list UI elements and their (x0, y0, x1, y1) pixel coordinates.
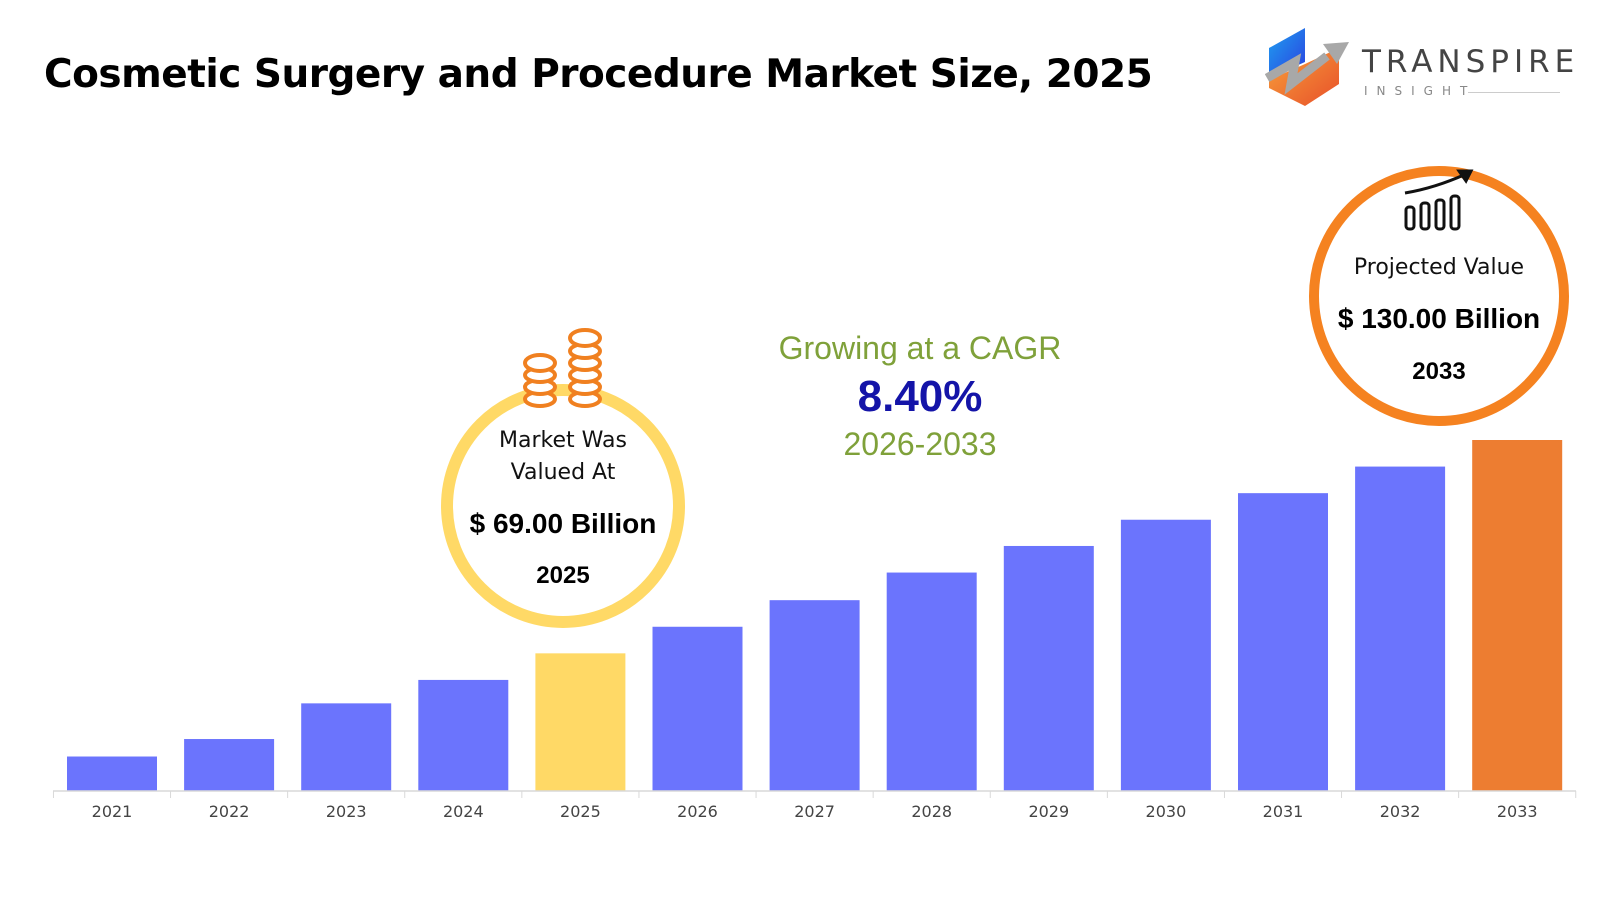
bar-2032 (1355, 466, 1446, 791)
cagr-period: 2026-2033 (843, 426, 997, 462)
x-tick-label: 2024 (443, 802, 484, 821)
x-tick-label: 2025 (560, 802, 601, 821)
projected-callout-label: Projected Value (1353, 255, 1525, 280)
x-tick-label: 2028 (911, 802, 952, 821)
current-value-ring (441, 384, 685, 628)
bar-2028 (886, 572, 977, 791)
logo-divider (1468, 92, 1560, 93)
projected-callout-value: $ 130.00 Billion (1337, 303, 1541, 334)
bar-2027 (769, 600, 860, 791)
bar-2023 (301, 703, 392, 791)
bar-2029 (1003, 545, 1094, 791)
x-tick-label: 2023 (326, 802, 367, 821)
x-tick-label: 2029 (1028, 802, 1069, 821)
x-tick-label: 2031 (1263, 802, 1304, 821)
bar-2025 (535, 653, 626, 791)
x-tick-label: 2033 (1497, 802, 1538, 821)
bar-2033 (1472, 440, 1563, 791)
x-tick-label: 2032 (1380, 802, 1421, 821)
bar-2021 (67, 756, 157, 791)
bar-2031 (1238, 493, 1328, 791)
current-callout-value: $ 69.00 Billion (469, 508, 657, 539)
bar-2024 (418, 679, 509, 791)
page-title: Cosmetic Surgery and Procedure Market Si… (44, 52, 1153, 97)
x-tick-label: 2022 (209, 802, 250, 821)
bar-2030 (1120, 519, 1211, 791)
cagr-value: 8.40% (857, 372, 983, 421)
current-callout-line1: Market Was (499, 428, 627, 453)
bar-2026 (652, 626, 743, 791)
growth-chart-icon (1404, 169, 1474, 231)
logo-name: TRANSPIRE (1362, 44, 1580, 80)
current-callout-year: 2025 (536, 562, 590, 589)
bar-2022 (184, 739, 275, 791)
current-callout-line2: Valued At (510, 460, 616, 485)
cagr-label: Growing at a CAGR (778, 330, 1062, 366)
x-tick-label: 2027 (794, 802, 835, 821)
logo-sub: INSIGHT (1364, 84, 1477, 98)
x-tick-label: 2030 (1146, 802, 1187, 821)
projected-callout-year: 2033 (1412, 358, 1466, 385)
coins-icon (523, 328, 602, 408)
x-tick-label: 2026 (677, 802, 718, 821)
x-tick-label: 2021 (92, 802, 133, 821)
projected-value-ring (1309, 166, 1569, 426)
current-callout-label: Market Was Valued At (499, 425, 627, 489)
logo-hexagon-icon (1265, 28, 1349, 106)
